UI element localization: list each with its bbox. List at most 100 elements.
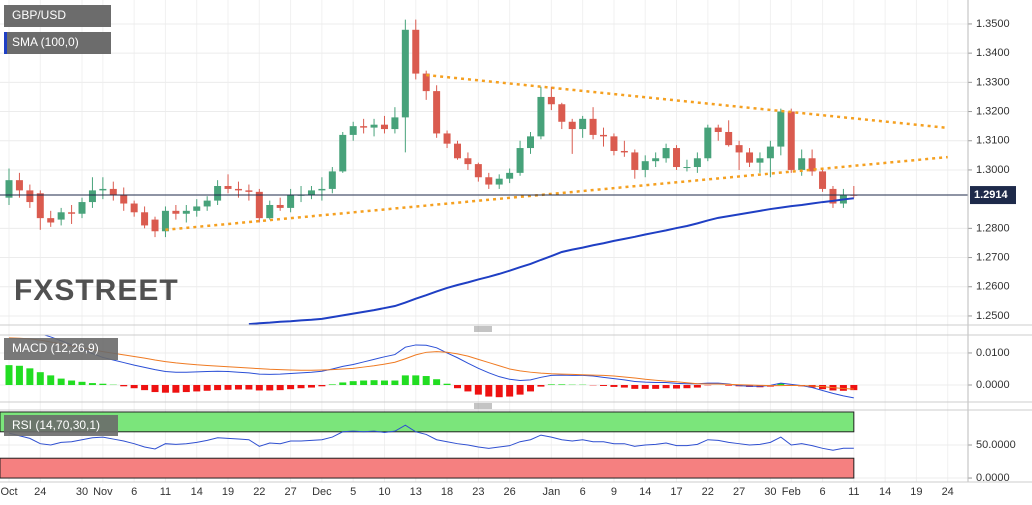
x-tick-label: 24 (34, 486, 46, 498)
x-tick-label: 23 (472, 486, 484, 498)
histogram-bar (78, 381, 86, 386)
histogram-bar (537, 385, 545, 387)
y-tick-label: 1.2500 (976, 310, 1010, 322)
candle-body (683, 167, 691, 169)
candle-body (360, 126, 368, 128)
candle-body (234, 188, 242, 191)
trendline (165, 155, 948, 232)
histogram-bar (99, 383, 107, 386)
candle-body (203, 200, 211, 207)
y-tick-label: 1.3000 (976, 164, 1010, 176)
legend-label: GBP/USD (12, 8, 66, 22)
x-tick-label: 17 (670, 486, 682, 498)
candle-body (433, 91, 441, 134)
histogram-bar (725, 385, 733, 386)
histogram-bar (88, 383, 96, 386)
candle-body (516, 148, 524, 173)
histogram-bar (662, 385, 670, 389)
candle-body (57, 212, 65, 220)
candle-body (725, 131, 733, 146)
last-price-label: 1.2914 (974, 189, 1009, 201)
candle-body (547, 96, 555, 105)
x-tick-label: 11 (160, 486, 171, 498)
histogram-bar (433, 379, 441, 386)
candle-body (610, 136, 618, 151)
candle-body (704, 127, 712, 159)
x-tick-label: 6 (580, 486, 586, 498)
candle-body (370, 124, 378, 128)
legend-box (4, 5, 111, 27)
y-tick-label: 1.3100 (976, 135, 1010, 147)
histogram-bar (234, 385, 242, 390)
x-tick-label: 14 (191, 486, 203, 498)
histogram-bar (287, 385, 295, 390)
histogram-bar (464, 385, 472, 392)
candle-body (318, 188, 326, 191)
histogram-bar (307, 385, 315, 388)
candle-body (214, 186, 222, 201)
x-tick-label: 9 (611, 486, 617, 498)
histogram-bar (47, 375, 55, 386)
histogram-bar (224, 385, 232, 390)
x-tick-label: 27 (284, 486, 296, 498)
candle-body (662, 148, 670, 159)
x-tick-label: 22 (253, 486, 265, 498)
histogram-bar (516, 385, 524, 395)
candle-body (527, 136, 534, 149)
histogram-bar (151, 385, 159, 393)
x-tick-label: Feb (782, 486, 801, 498)
histogram-bar (193, 385, 201, 392)
candle-body (787, 111, 795, 170)
candle-body (568, 121, 576, 130)
histogram-bar (391, 380, 399, 386)
x-tick-label: Nov (93, 486, 113, 498)
histogram-bar (495, 385, 503, 398)
histogram-bar (339, 382, 347, 386)
histogram-bar (610, 385, 618, 387)
histogram-bar (777, 383, 785, 386)
rsi-band (0, 411, 855, 433)
candle-body (464, 158, 472, 165)
candle-body (68, 212, 76, 214)
candle-body (693, 158, 701, 168)
histogram-bar (57, 378, 65, 386)
x-tick-label: 14 (639, 486, 651, 498)
y-tick-label: 1.2800 (976, 222, 1010, 234)
histogram-bar (182, 385, 190, 393)
histogram-bar (266, 385, 274, 391)
x-tick-label: 11 (848, 486, 859, 498)
x-tick-label: 18 (441, 486, 453, 498)
candle-body (819, 171, 827, 189)
histogram-bar (161, 385, 169, 393)
candle-body (453, 143, 461, 159)
resize-handle[interactable] (474, 326, 492, 332)
candle-body (401, 29, 409, 118)
macd-panel (5, 335, 858, 399)
candle-body (600, 134, 608, 137)
x-tick-label: 24 (942, 486, 954, 498)
watermark: FXSTREET (14, 274, 179, 307)
histogram-bar (839, 385, 847, 391)
resize-handle[interactable] (474, 403, 492, 409)
histogram-bar (683, 385, 691, 389)
candle-body (798, 158, 806, 170)
x-tick-label: 26 (504, 486, 516, 498)
candle-body (151, 219, 159, 232)
candle-body (766, 146, 774, 159)
legend-box (4, 32, 111, 54)
x-tick-label: Oct (0, 486, 17, 498)
legend-box (4, 415, 118, 436)
histogram-bar (203, 385, 211, 391)
x-tick-label: 6 (131, 486, 137, 498)
histogram-bar (360, 380, 368, 386)
line-series (8, 424, 854, 451)
candle-body (673, 148, 681, 168)
x-tick-label: 19 (222, 486, 234, 498)
legend-swatch (4, 32, 7, 54)
candle-body (495, 178, 503, 185)
histogram-bar (693, 385, 701, 388)
candle-body (47, 218, 55, 223)
y-tick-label: 1.3500 (976, 18, 1010, 30)
candle-body (422, 73, 430, 92)
